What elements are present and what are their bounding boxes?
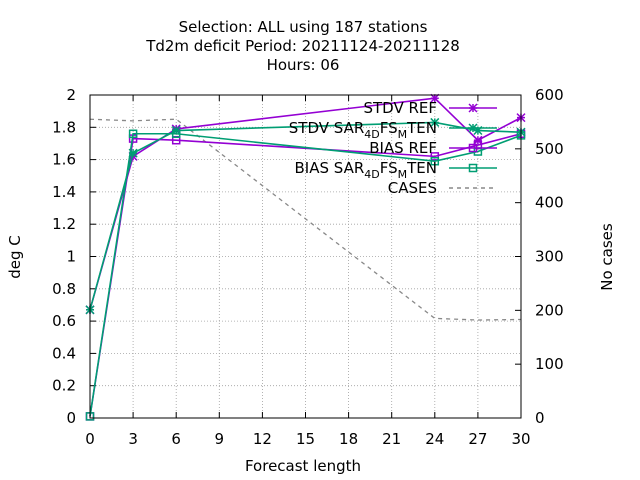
x-axis-label: Forecast length <box>245 457 361 475</box>
x-tick-label: 0 <box>85 430 95 448</box>
x-tick-label: 30 <box>511 430 530 448</box>
y-tick-label: 1.8 <box>52 118 76 136</box>
y-tick-label: 0.6 <box>52 312 76 330</box>
data-point-square <box>430 152 440 161</box>
series-line <box>89 118 522 321</box>
y2-tick-label: 100 <box>535 355 564 373</box>
legend-label: BIAS SAR4DFSMTEN <box>295 159 437 181</box>
legend-label: CASES <box>388 179 437 197</box>
x-axis-ticks: 0 3 6 9 12 15 18 21 24 27 30 <box>85 95 531 448</box>
x-tick-label: 3 <box>128 430 138 448</box>
y2-axis-ticks: 0 100 200 300 400 500 600 <box>515 86 564 427</box>
y-tick-label: 0.4 <box>52 344 76 362</box>
y-tick-label: 2 <box>66 86 76 104</box>
data-point-square <box>171 129 181 139</box>
y2-tick-label: 600 <box>535 86 564 104</box>
data-point-square <box>468 163 478 173</box>
x-tick-label: 27 <box>468 430 487 448</box>
data-point-star <box>468 123 478 133</box>
x-tick-label: 9 <box>215 430 225 448</box>
legend-label: STDV SAR4DFSMTEN <box>289 119 437 141</box>
data-point-star <box>473 135 483 145</box>
plot-border <box>89 94 522 419</box>
legend-label: BIAS REF <box>369 139 437 157</box>
x-tick-label: 12 <box>253 430 272 448</box>
y-tick-label: 1.4 <box>52 183 76 201</box>
y2-axis-label: No cases <box>598 223 616 291</box>
y2-tick-label: 400 <box>535 194 564 212</box>
data-point-star <box>430 93 440 103</box>
data-point-square <box>468 143 478 153</box>
x-tick-label: 15 <box>296 430 315 448</box>
y2-tick-label: 0 <box>535 409 545 427</box>
x-tick-label: 6 <box>171 430 181 448</box>
y-tick-label: 0.8 <box>52 280 76 298</box>
y-axis-ticks: 0 0.2 0.4 0.6 0.8 1 1.2 1.4 1.6 1.8 2 <box>52 86 96 427</box>
legend-label: STDV REF <box>363 99 437 117</box>
data-point-star <box>430 117 440 127</box>
y-tick-label: 1.2 <box>52 215 76 233</box>
y-axis-label: deg C <box>6 235 24 279</box>
y2-tick-label: 200 <box>535 301 564 319</box>
y-tick-label: 1 <box>66 248 76 266</box>
x-tick-label: 24 <box>425 430 444 448</box>
chart-title-line-1: Selection: ALL using 187 stations <box>179 18 428 36</box>
data-point-square <box>430 156 440 166</box>
y2-tick-label: 300 <box>535 248 564 266</box>
data-point-star <box>468 103 478 113</box>
y-tick-label: 1.6 <box>52 151 76 169</box>
x-tick-label: 18 <box>339 430 358 448</box>
y-tick-label: 0 <box>66 409 76 427</box>
y2-tick-label: 500 <box>535 140 564 158</box>
chart-title-line-3: Hours: 06 <box>267 56 340 74</box>
data-point-square <box>128 129 138 139</box>
y-tick-label: 0.2 <box>52 377 76 395</box>
series-line <box>89 132 522 417</box>
x-tick-label: 21 <box>382 430 401 448</box>
chart-title-line-2: Td2m deficit Period: 20211124-20211128 <box>145 37 460 55</box>
series-4 <box>89 118 522 321</box>
